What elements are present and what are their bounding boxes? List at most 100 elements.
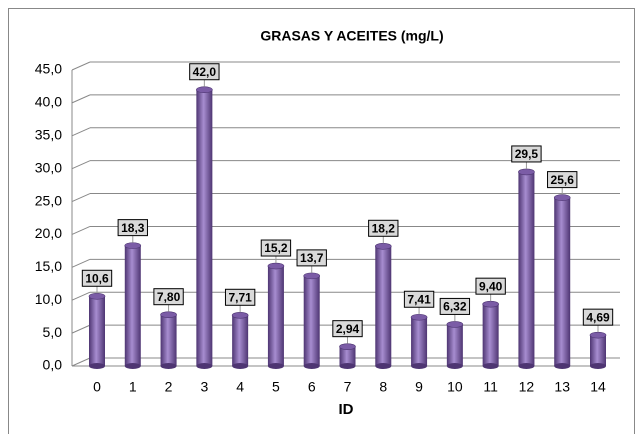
data-label: 18,2 — [372, 221, 396, 235]
data-label: 7,80 — [157, 290, 181, 304]
x-tick-label: 7 — [344, 379, 352, 395]
bar-base — [482, 363, 499, 369]
data-label: 10,6 — [85, 271, 109, 285]
bar-base — [446, 363, 463, 369]
label-box — [332, 320, 363, 338]
label-box — [260, 239, 292, 257]
y-tick-label: 35,0 — [35, 126, 62, 142]
bar-top — [303, 272, 321, 280]
data-label: 25,6 — [551, 173, 575, 187]
bar-base — [411, 363, 428, 369]
bar-top — [446, 321, 464, 328]
y-tick-label: 15,0 — [35, 258, 62, 274]
x-tick-label: 10 — [447, 379, 463, 395]
y-tick-label: 25,0 — [35, 192, 62, 208]
grid-line-depth — [71, 324, 91, 334]
label-box — [475, 277, 506, 295]
bar-base — [339, 363, 356, 369]
x-tick-label: 0 — [93, 379, 101, 395]
x-tick-label: 3 — [200, 379, 208, 395]
data-label: 42,0 — [193, 65, 217, 79]
bar — [339, 346, 356, 366]
label-box — [153, 288, 184, 306]
data-label: 18,3 — [121, 221, 145, 235]
grid-line-depth — [71, 94, 91, 104]
chart-border — [8, 8, 635, 434]
data-label: 6,32 — [443, 300, 467, 314]
bar-top — [124, 242, 142, 249]
x-tick-label: 14 — [590, 379, 606, 395]
data-label: 2,94 — [336, 322, 360, 336]
x-tick-label: 9 — [415, 379, 423, 395]
label-box — [511, 145, 542, 163]
grid-line-depth — [71, 127, 91, 137]
data-label: 7,71 — [228, 290, 252, 304]
bar — [267, 266, 284, 366]
x-tick-label: 2 — [165, 379, 173, 395]
bar-base — [590, 363, 606, 369]
y-tick-label: 5,0 — [43, 324, 63, 340]
label-box — [439, 297, 471, 315]
bar — [590, 335, 606, 366]
y-tick-label: 40,0 — [35, 94, 62, 110]
bar-base — [124, 363, 141, 369]
x-tick-label: 13 — [554, 379, 570, 395]
x-tick-label: 4 — [236, 379, 244, 395]
grid-line-depth — [71, 357, 91, 367]
y-tick-label: 45,0 — [35, 61, 62, 77]
bar — [232, 315, 249, 366]
bar-base — [160, 363, 177, 369]
label-box — [81, 269, 113, 287]
label-box — [582, 308, 614, 326]
x-tick-label: 11 — [483, 379, 498, 395]
bar-top — [88, 292, 106, 300]
bar-top — [482, 300, 499, 308]
grid-line-depth — [71, 291, 91, 301]
bar-top — [553, 194, 571, 201]
bar — [375, 246, 392, 366]
bar — [160, 314, 177, 366]
y-tick-label: 30,0 — [35, 159, 62, 175]
x-tick-label: 6 — [308, 379, 316, 395]
bar-base — [196, 363, 213, 369]
label-box — [296, 249, 327, 267]
bar-top — [518, 168, 535, 176]
y-tick-label: 20,0 — [35, 225, 62, 241]
grid-line-depth — [71, 61, 91, 71]
bar-base — [518, 363, 535, 369]
label-box — [368, 219, 399, 237]
bar-base — [554, 363, 571, 369]
bar — [554, 197, 571, 366]
label-box — [547, 171, 578, 189]
bar-top — [374, 242, 392, 250]
grid-line-depth — [71, 258, 91, 268]
data-label: 13,7 — [300, 251, 324, 265]
x-tick-label: 8 — [379, 379, 387, 395]
x-tick-label: 1 — [129, 379, 137, 395]
bar — [518, 171, 535, 366]
data-label: 9,40 — [479, 279, 503, 293]
bar-top — [160, 311, 177, 318]
bar-top — [589, 331, 607, 339]
data-label: 4,69 — [586, 310, 610, 324]
y-tick-label: 0,0 — [43, 357, 63, 373]
bar-base — [267, 363, 284, 369]
bar — [196, 89, 213, 366]
bar-base — [232, 363, 249, 369]
bar-base — [89, 363, 105, 369]
label-box — [117, 219, 148, 237]
bar — [446, 324, 463, 366]
bar — [411, 317, 428, 366]
label-box — [224, 288, 256, 306]
x-tick-label: 12 — [519, 379, 535, 395]
bar-top — [231, 311, 249, 319]
data-label: 29,5 — [515, 147, 539, 161]
bar — [482, 304, 499, 366]
bar-top — [410, 313, 428, 321]
x-tick-label: 5 — [272, 379, 280, 395]
bar-base — [375, 363, 392, 369]
chart-title: GRASAS Y ACEITES (mg/L) — [260, 28, 443, 44]
label-box — [403, 290, 435, 308]
label-box — [189, 63, 220, 81]
